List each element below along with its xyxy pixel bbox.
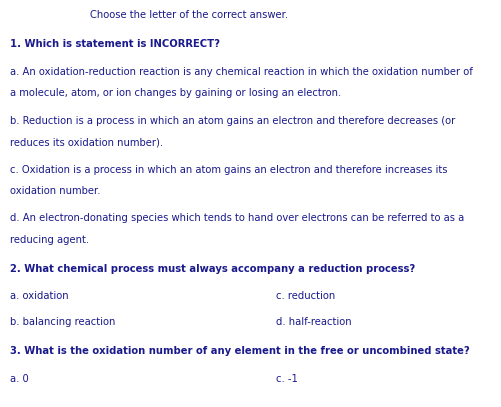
Text: b. Reduction is a process in which an atom gains an electron and therefore decre: b. Reduction is a process in which an at…	[10, 116, 454, 126]
Text: a molecule, atom, or ion changes by gaining or losing an electron.: a molecule, atom, or ion changes by gain…	[10, 88, 341, 98]
Text: Choose the letter of the correct answer.: Choose the letter of the correct answer.	[90, 10, 288, 20]
Text: d. half-reaction: d. half-reaction	[276, 317, 351, 327]
Text: a. oxidation: a. oxidation	[10, 291, 69, 302]
Text: c. Oxidation is a process in which an atom gains an electron and therefore incre: c. Oxidation is a process in which an at…	[10, 164, 447, 175]
Text: c. -1: c. -1	[276, 374, 298, 383]
Text: 2. What chemical process must always accompany a reduction process?: 2. What chemical process must always acc…	[10, 264, 414, 274]
Text: 3. What is the oxidation number of any element in the free or uncombined state?: 3. What is the oxidation number of any e…	[10, 346, 469, 356]
Text: oxidation number.: oxidation number.	[10, 186, 100, 196]
Text: reducing agent.: reducing agent.	[10, 235, 89, 245]
Text: reduces its oxidation number).: reduces its oxidation number).	[10, 137, 163, 147]
Text: a. An oxidation-reduction reaction is any chemical reaction in which the oxidati: a. An oxidation-reduction reaction is an…	[10, 67, 472, 77]
Text: a. 0: a. 0	[10, 374, 29, 383]
Text: d. An electron-donating species which tends to hand over electrons can be referr: d. An electron-donating species which te…	[10, 213, 463, 223]
Text: b. balancing reaction: b. balancing reaction	[10, 317, 115, 327]
Text: c. reduction: c. reduction	[276, 291, 335, 302]
Text: 1. Which is statement is INCORRECT?: 1. Which is statement is INCORRECT?	[10, 39, 219, 50]
